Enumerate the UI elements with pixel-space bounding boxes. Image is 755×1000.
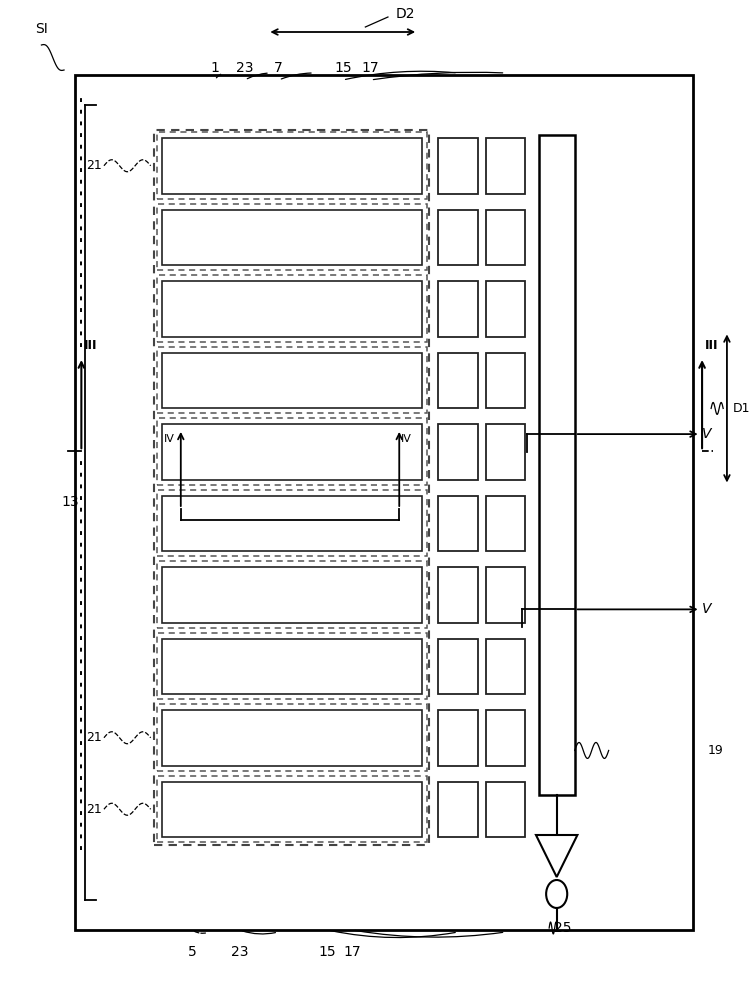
Text: 23: 23	[231, 945, 248, 959]
Text: 21: 21	[86, 803, 102, 816]
Bar	[439, 639, 478, 694]
Bar	[439, 138, 478, 194]
Text: IV: IV	[164, 434, 174, 444]
Bar	[486, 281, 525, 336]
Polygon shape	[536, 835, 578, 877]
Bar	[157, 204, 427, 270]
Bar	[162, 424, 422, 480]
Bar	[439, 496, 478, 551]
Circle shape	[546, 880, 567, 908]
Bar	[439, 210, 478, 265]
Text: 21: 21	[86, 731, 102, 744]
Bar	[439, 281, 478, 336]
Text: 15: 15	[334, 61, 352, 75]
Text: 23: 23	[236, 61, 254, 75]
Bar	[486, 424, 525, 480]
Bar	[486, 353, 525, 408]
Text: III: III	[705, 339, 719, 352]
Text: D1: D1	[733, 402, 750, 415]
Bar	[486, 496, 525, 551]
Bar	[347, 520, 407, 541]
Text: D2: D2	[396, 7, 415, 21]
Bar	[486, 138, 525, 194]
Text: 17: 17	[344, 945, 362, 959]
Bar	[173, 520, 233, 541]
Text: III: III	[85, 339, 98, 352]
Bar	[157, 704, 427, 770]
Text: 25: 25	[553, 921, 572, 935]
Bar	[157, 275, 427, 342]
Bar	[439, 567, 478, 622]
Text: 13: 13	[61, 495, 79, 510]
Bar	[157, 490, 427, 556]
Text: 5: 5	[188, 945, 196, 959]
Bar	[162, 567, 422, 622]
Bar	[157, 561, 427, 628]
Bar	[162, 496, 422, 551]
Bar	[486, 782, 525, 837]
Text: SI: SI	[35, 22, 48, 36]
Bar	[157, 347, 427, 413]
Bar	[439, 353, 478, 408]
Bar	[162, 281, 422, 336]
Text: 21: 21	[86, 159, 102, 172]
Bar	[538, 135, 575, 795]
Bar	[162, 639, 422, 694]
Bar	[76, 75, 693, 930]
Text: V: V	[702, 427, 711, 441]
Bar	[486, 210, 525, 265]
Bar	[486, 710, 525, 766]
Bar	[157, 132, 427, 198]
Text: 7: 7	[274, 61, 283, 75]
Text: IV: IV	[401, 434, 411, 444]
Bar	[157, 633, 427, 699]
Bar	[162, 210, 422, 265]
Bar	[157, 418, 427, 485]
Bar	[486, 639, 525, 694]
Text: 17: 17	[362, 61, 380, 75]
Text: 1: 1	[210, 61, 219, 75]
Bar	[439, 424, 478, 480]
Bar	[486, 567, 525, 622]
Text: 19: 19	[708, 744, 724, 757]
Bar	[439, 782, 478, 837]
Text: V: V	[702, 602, 711, 616]
Bar	[162, 138, 422, 194]
Text: 15: 15	[319, 945, 337, 959]
Bar	[439, 710, 478, 766]
Bar	[155, 130, 430, 845]
Bar	[162, 353, 422, 408]
Bar	[157, 776, 427, 842]
Bar	[162, 710, 422, 766]
Bar	[162, 782, 422, 837]
